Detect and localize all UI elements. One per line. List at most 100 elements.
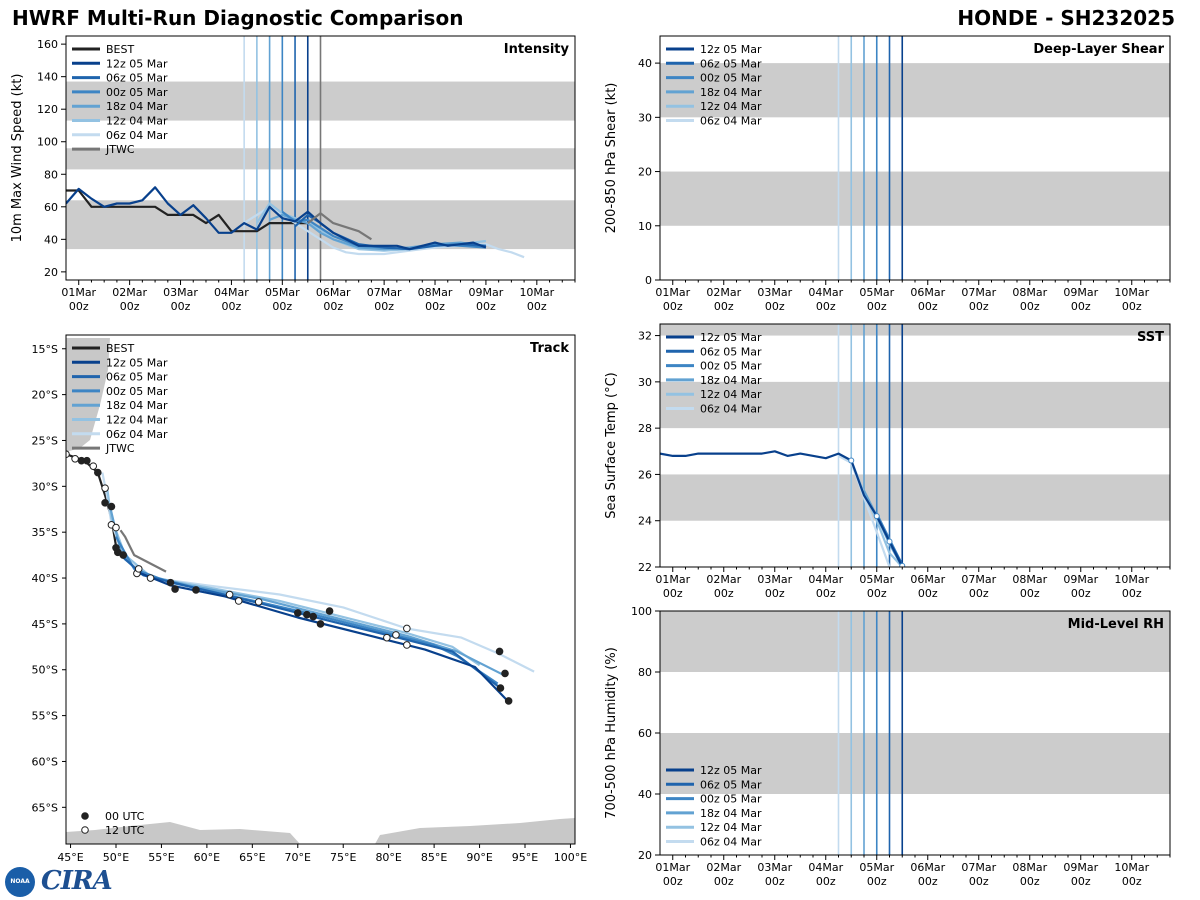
panel-title: Track (530, 341, 569, 356)
shear-legend-label: 12z 05 Mar (700, 43, 762, 56)
x-tick-label-day: 02Mar (112, 286, 147, 299)
intensity-legend-label: JTWC (105, 143, 135, 156)
madagascar-landmass (66, 338, 110, 452)
x-tick-label-hour: 00z (816, 300, 836, 313)
x-tick-label-day: 03Mar (757, 286, 792, 299)
x-tick-label-day: 04Mar (808, 573, 843, 586)
best-track-marker (495, 647, 504, 656)
best-track-marker (101, 484, 109, 492)
best-track-marker (89, 462, 98, 470)
shaded-band (660, 171, 1170, 226)
y-tick-label: 32 (638, 330, 652, 343)
x-tick-label-hour: 00z (1071, 875, 1091, 888)
x-tick-label-hour: 00z (663, 300, 683, 313)
x-tick-label-day: 01Mar (655, 286, 690, 299)
rh-legend-label: 06z 05 Mar (700, 778, 762, 791)
x-tick-label-hour: 00z (714, 875, 734, 888)
y-tick-label: 160 (37, 38, 58, 51)
plot-area (660, 611, 1170, 855)
y-tick-label: 45°S (32, 618, 58, 631)
intensity-legend-label: 06z 05 Mar (106, 72, 168, 85)
x-tick-label-hour: 00z (120, 300, 140, 313)
x-tick-label-day: 06Mar (910, 861, 945, 874)
x-tick-label: 70°E (285, 851, 311, 864)
series-line-BEST (66, 189, 308, 233)
y-tick-label: 140 (37, 71, 58, 84)
x-tick-label-hour: 00z (272, 300, 292, 313)
best-track-marker (71, 455, 79, 463)
x-tick-label-day: 03Mar (757, 573, 792, 586)
track-legend-label: 18z 04 Mar (106, 399, 168, 412)
y-axis-label: 200-850 hPa Shear (kt) (604, 83, 619, 234)
shear-legend-label: 12z 04 Mar (700, 100, 762, 113)
x-tick-label-day: 02Mar (706, 861, 741, 874)
best-track-marker (225, 590, 234, 599)
best-track-marker (119, 551, 128, 559)
sst-legend-label: 12z 04 Mar (700, 388, 762, 401)
x-tick-label-hour: 00z (1071, 300, 1091, 313)
x-tick-label-hour: 00z (1020, 300, 1040, 313)
x-tick-label-day: 08Mar (418, 286, 453, 299)
track-line-12z-05-Mar (133, 569, 508, 701)
x-tick-label-day: 10Mar (1114, 286, 1149, 299)
y-tick-label: 30°S (32, 480, 58, 493)
panel-rh: 01Mar00z02Mar00z03Mar00z04Mar00z05Mar00z… (604, 605, 1171, 888)
y-axis-label: 700-500 hPa Humidity (%) (604, 647, 619, 819)
marker-legend-label: 00 UTC (105, 810, 145, 823)
track-line-18z-04-Mar (108, 504, 503, 676)
sst-legend-label: 06z 05 Mar (700, 345, 762, 358)
x-tick-label-hour: 00z (1020, 587, 1040, 600)
x-tick-label-day: 09Mar (469, 286, 504, 299)
shaded-band (660, 63, 1170, 118)
shaded-band (660, 733, 1170, 794)
best-track-marker (403, 624, 411, 633)
y-tick-label: 28 (638, 422, 652, 435)
y-tick-label: 60 (638, 727, 652, 740)
y-tick-label: 30 (638, 111, 652, 124)
x-tick-label-hour: 00z (69, 300, 89, 313)
cira-logo-text: CIRA (41, 866, 113, 896)
marker-legend-symbol (81, 826, 89, 834)
x-tick-label-hour: 00z (1122, 587, 1142, 600)
track-line-BEST (66, 453, 152, 579)
y-tick-label: 80 (638, 666, 652, 679)
plot-area (66, 338, 575, 844)
x-tick-label-day: 06Mar (910, 573, 945, 586)
best-track-marker (107, 502, 116, 511)
best-track-marker (146, 574, 155, 582)
y-tick-label: 120 (37, 103, 58, 116)
x-tick-label-day: 03Mar (163, 286, 198, 299)
x-tick-label-day: 01Mar (655, 861, 690, 874)
x-tick-label-day: 06Mar (316, 286, 351, 299)
x-tick-label-hour: 00z (918, 300, 938, 313)
y-tick-label: 55°S (32, 710, 58, 723)
best-track-marker (383, 633, 391, 642)
rh-legend-label: 18z 04 Mar (700, 807, 762, 820)
x-tick-label-day: 05Mar (859, 573, 894, 586)
x-tick-label: 50°E (103, 851, 129, 864)
intensity-legend-label: 06z 04 Mar (106, 129, 168, 142)
track-legend-label: 06z 04 Mar (106, 428, 168, 441)
y-tick-label: 40 (44, 233, 58, 246)
plot-area (660, 36, 1170, 280)
x-tick-label-day: 10Mar (1114, 573, 1149, 586)
panel-title: SST (1137, 330, 1164, 345)
x-tick-label-day: 05Mar (859, 861, 894, 874)
x-tick-label-hour: 00z (969, 875, 989, 888)
track-line-06z-04-Mar (101, 472, 535, 673)
y-tick-label: 20 (638, 166, 652, 179)
panel-intensity: 01Mar00z02Mar00z03Mar00z04Mar00z05Mar00z… (10, 35, 576, 313)
x-tick-label-day: 01Mar (655, 573, 690, 586)
best-track-marker (504, 697, 513, 705)
track-line-12z-04-Mar (105, 486, 481, 667)
y-tick-label: 40°S (32, 572, 58, 585)
best-track-marker (254, 598, 263, 606)
y-axis-label: Sea Surface Temp (°C) (604, 372, 619, 519)
y-tick-label: 100 (37, 136, 58, 149)
x-tick-label-day: 08Mar (1012, 573, 1047, 586)
x-tick-label-day: 04Mar (808, 861, 843, 874)
y-tick-label: 60 (44, 201, 58, 214)
x-tick-label-hour: 00z (476, 300, 496, 313)
series-line-06z-04-Mar (243, 205, 525, 259)
